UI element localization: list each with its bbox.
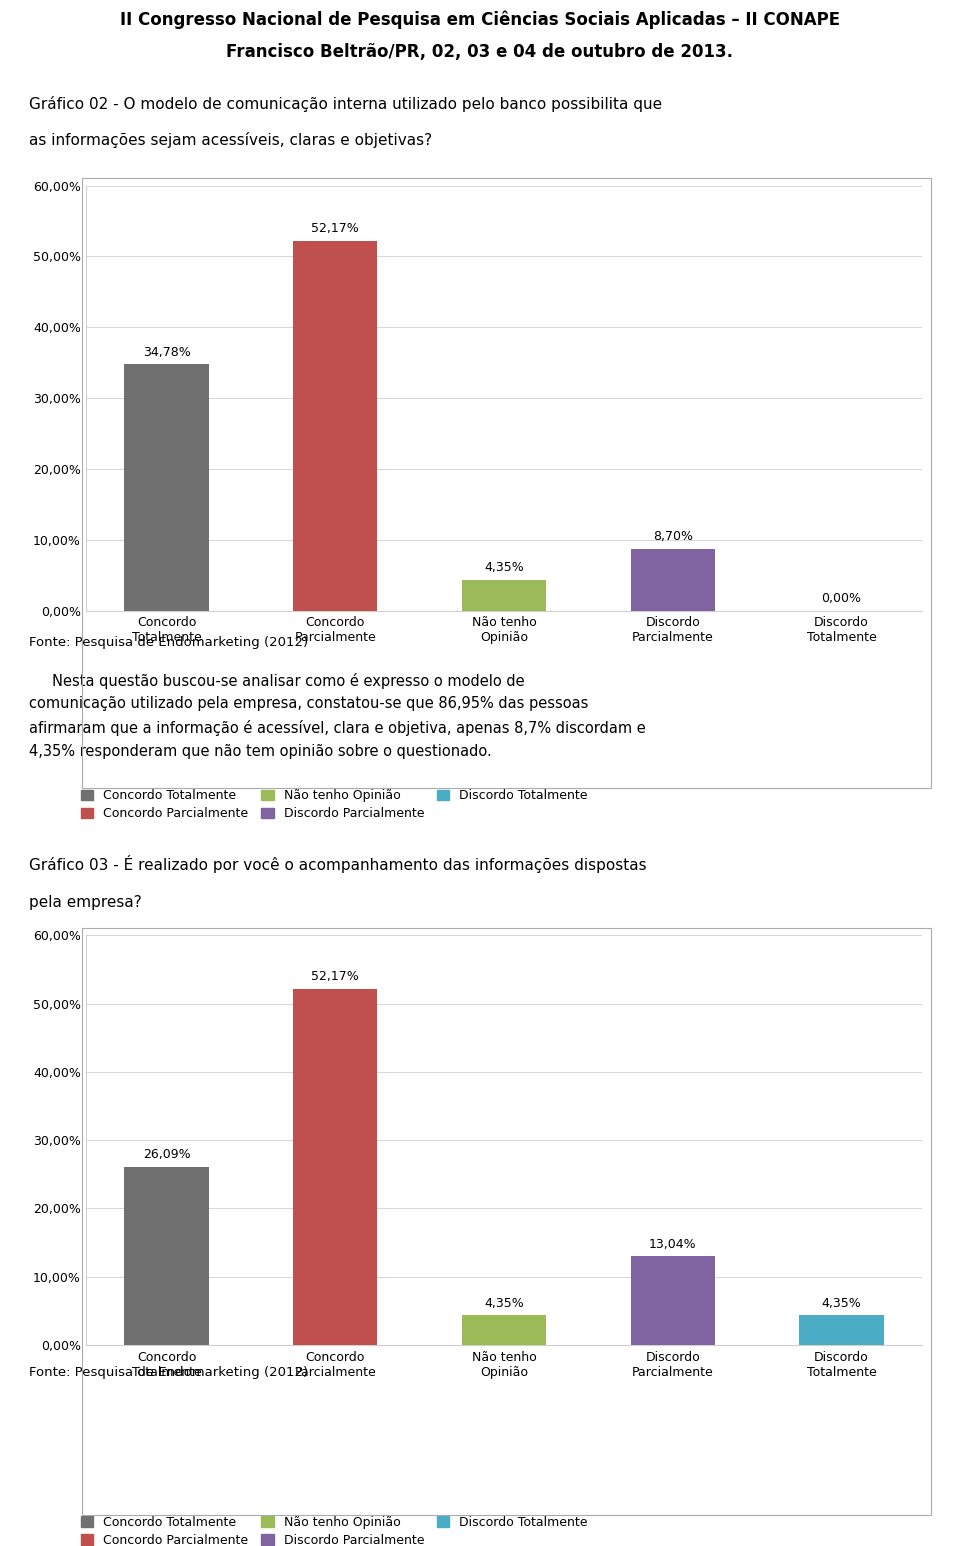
Text: Francisco Beltrão/PR, 02, 03 e 04 de outubro de 2013.: Francisco Beltrão/PR, 02, 03 e 04 de out… xyxy=(227,43,733,60)
Text: 13,04%: 13,04% xyxy=(649,1237,697,1251)
Legend: Concordo Totalmente, Concordo Parcialmente, Não tenho Opinião, Discordo Parcialm: Concordo Totalmente, Concordo Parcialmen… xyxy=(76,784,592,826)
Text: 8,70%: 8,70% xyxy=(653,530,693,543)
Bar xyxy=(125,1167,208,1345)
Bar xyxy=(462,1316,546,1345)
Text: Fonte: Pesquisa de Endomarketing (2012): Fonte: Pesquisa de Endomarketing (2012) xyxy=(29,1365,308,1379)
Text: 0,00%: 0,00% xyxy=(822,592,861,604)
Text: 52,17%: 52,17% xyxy=(311,223,359,235)
Bar xyxy=(631,1255,715,1345)
Bar xyxy=(125,365,208,611)
Bar xyxy=(462,580,546,611)
Bar xyxy=(631,549,715,611)
Text: Gráfico 03 - É realizado por você o acompanhamento das informações dispostas: Gráfico 03 - É realizado por você o acom… xyxy=(29,855,646,873)
Text: 4,35%: 4,35% xyxy=(484,1297,524,1309)
Text: 4,35%: 4,35% xyxy=(822,1297,861,1309)
Bar xyxy=(293,241,377,611)
Text: Nesta questão buscou-se analisar como é expresso o modelo de
comunicação utiliza: Nesta questão buscou-se analisar como é … xyxy=(29,673,645,759)
Text: 34,78%: 34,78% xyxy=(143,346,190,359)
Text: 26,09%: 26,09% xyxy=(143,1149,190,1161)
Text: Gráfico 02 - O modelo de comunicação interna utilizado pelo banco possibilita qu: Gráfico 02 - O modelo de comunicação int… xyxy=(29,96,662,111)
Text: II Congresso Nacional de Pesquisa em Ciências Sociais Aplicadas – II CONAPE: II Congresso Nacional de Pesquisa em Ciê… xyxy=(120,11,840,29)
Text: Fonte: Pesquisa de Endomarketing (2012): Fonte: Pesquisa de Endomarketing (2012) xyxy=(29,635,308,649)
Text: 52,17%: 52,17% xyxy=(311,971,359,983)
Bar xyxy=(800,1316,883,1345)
Bar xyxy=(293,989,377,1345)
Legend: Concordo Totalmente, Concordo Parcialmente, Não tenho Opinião, Discordo Parcialm: Concordo Totalmente, Concordo Parcialmen… xyxy=(76,1510,592,1546)
Text: pela empresa?: pela empresa? xyxy=(29,895,141,911)
Text: 4,35%: 4,35% xyxy=(484,561,524,574)
Text: as informações sejam acessíveis, claras e objetivas?: as informações sejam acessíveis, claras … xyxy=(29,131,432,148)
